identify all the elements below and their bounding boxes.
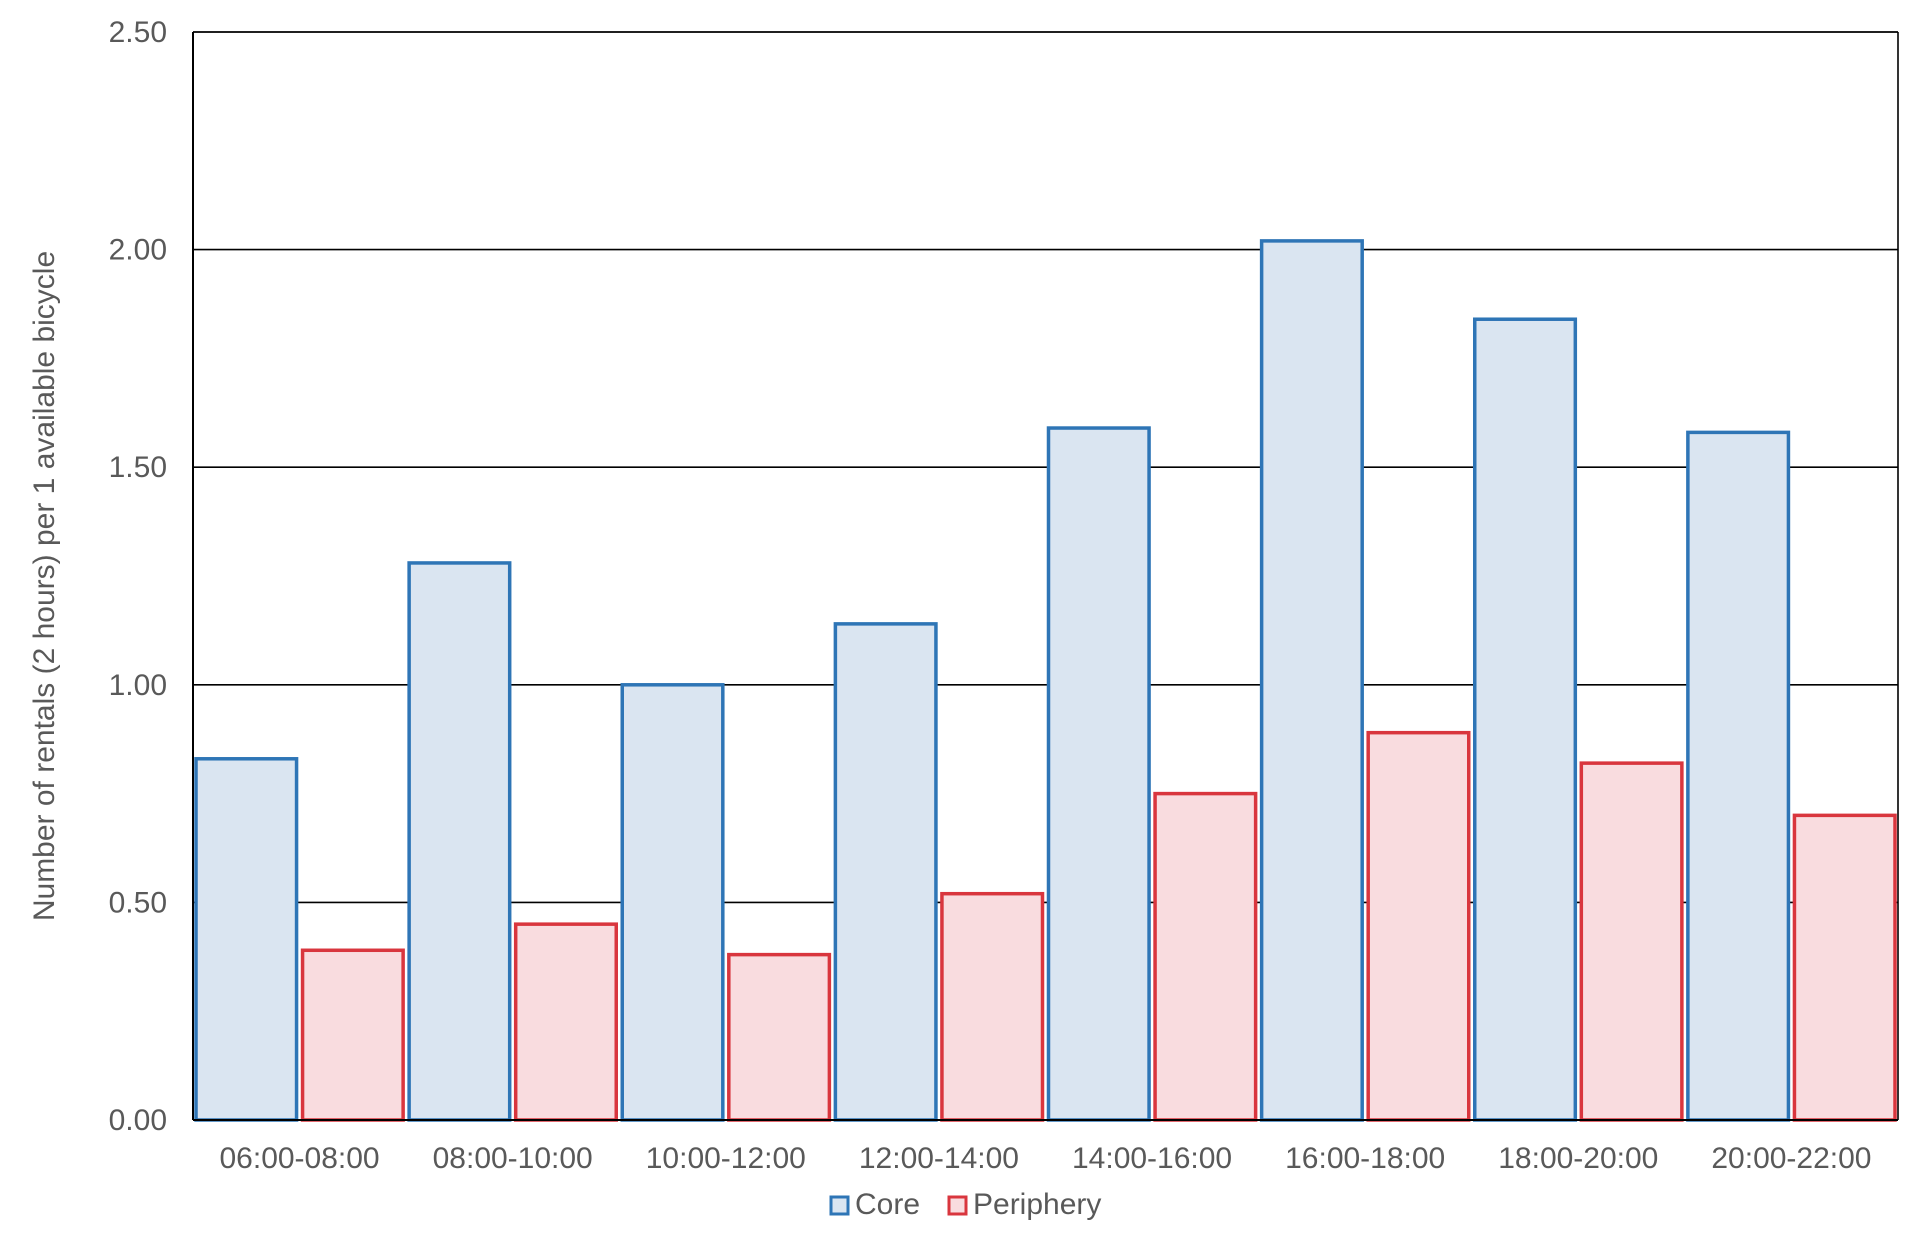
bar-core-0 — [194, 757, 299, 1122]
y-tick-label: 2.00 — [109, 234, 167, 267]
bar-core-1 — [407, 561, 512, 1122]
bars — [194, 239, 1897, 1122]
bar-core-4 — [1046, 426, 1151, 1122]
x-tick-label: 08:00-10:00 — [433, 1142, 593, 1175]
y-tick-label: 2.50 — [109, 16, 167, 49]
bar-periphery-5 — [1366, 730, 1471, 1122]
bar-periphery-0 — [300, 948, 405, 1122]
bar-core-5 — [1259, 239, 1364, 1122]
y-tick-label: 0.00 — [109, 1104, 167, 1137]
x-tick-label: 14:00-16:00 — [1072, 1142, 1232, 1175]
y-tick-label: 1.50 — [109, 451, 167, 484]
x-tick-labels: 06:00-08:00 08:00-10:00 10:00-12:00 12:00-1… — [219, 1142, 1871, 1175]
x-tick-label: 16:00-18:00 — [1285, 1142, 1445, 1175]
bar-periphery-2 — [727, 952, 832, 1122]
plot-frame — [192, 31, 1899, 1121]
x-tick-label: 12:00-14:00 — [859, 1142, 1019, 1175]
legend-label-core: Core — [855, 1188, 920, 1221]
x-tick-label: 18:00-20:00 — [1498, 1142, 1658, 1175]
y-tick-label: 1.00 — [109, 669, 167, 702]
x-tick-label: 06:00-08:00 — [219, 1142, 379, 1175]
y-tick-labels: 0.00 0.50 1.00 1.50 2.00 2.50 — [109, 16, 167, 1137]
bar-periphery-7 — [1792, 813, 1897, 1122]
bar-core-6 — [1473, 317, 1578, 1122]
bar-core-2 — [620, 683, 725, 1122]
bar-periphery-1 — [513, 922, 618, 1122]
legend-swatch-core — [829, 1195, 850, 1216]
x-tick-label: 20:00-22:00 — [1711, 1142, 1871, 1175]
bar-core-3 — [833, 622, 938, 1122]
bar-periphery-3 — [940, 891, 1045, 1122]
y-axis-title: Number of rentals (2 hours) per 1 availa… — [28, 251, 61, 921]
y-tick-label: 0.50 — [109, 886, 167, 919]
legend: Core Periphery — [829, 1188, 1101, 1221]
x-tick-label: 10:00-12:00 — [646, 1142, 806, 1175]
bar-core-7 — [1686, 430, 1791, 1122]
legend-label-periphery: Periphery — [973, 1188, 1101, 1221]
bar-periphery-6 — [1579, 761, 1684, 1122]
bar-periphery-4 — [1153, 791, 1258, 1122]
legend-swatch-periphery — [947, 1195, 968, 1216]
